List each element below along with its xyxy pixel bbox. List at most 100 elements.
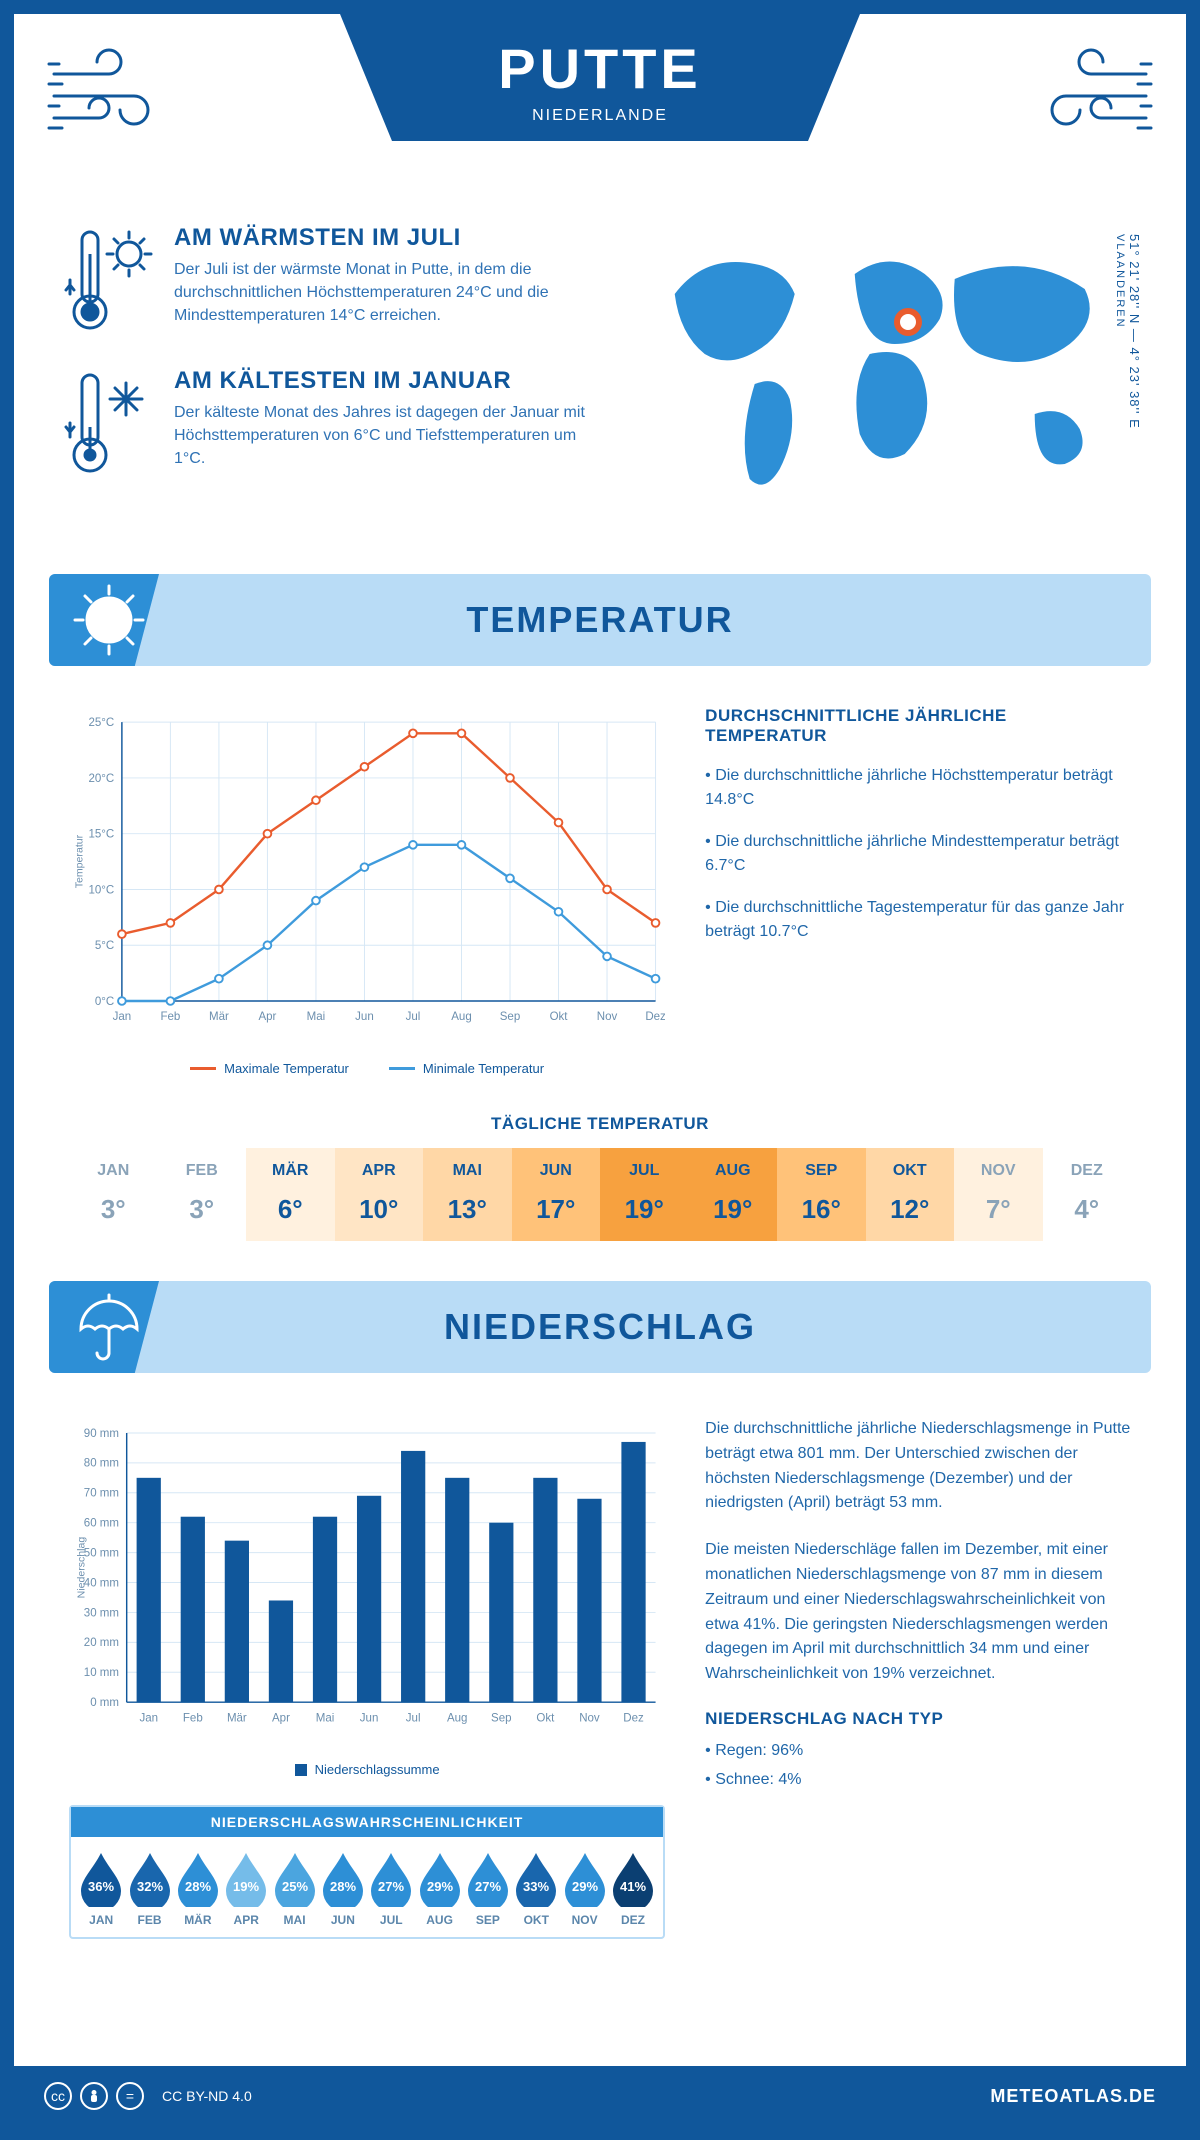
svg-text:Sep: Sep [491,1712,512,1724]
precip-prob-drop: 29%AUG [417,1851,461,1927]
daily-temp-cell: DEZ4° [1043,1148,1132,1241]
thermometer-sun-icon [64,224,154,339]
city-name: PUTTE [340,36,860,101]
svg-text:Nov: Nov [579,1712,600,1724]
svg-text:Apr: Apr [272,1712,290,1724]
svg-text:Temperatur: Temperatur [73,834,85,888]
svg-text:5°C: 5°C [95,940,114,952]
precip-probability-box: NIEDERSCHLAGSWAHRSCHEINLICHKEIT 36%JAN32… [69,1805,665,1939]
svg-text:Aug: Aug [451,1011,472,1023]
daily-temp-cell: JUN17° [512,1148,601,1241]
precip-prob-row: 36%JAN32%FEB28%MÄR19%APR25%MAI28%JUN27%J… [71,1837,663,1937]
fact-coldest: AM KÄLTESTEN IM JANUAR Der kälteste Mona… [64,367,593,482]
legend-min: Minimale Temperatur [423,1061,544,1076]
daily-temp-cell: NOV7° [954,1148,1043,1241]
daily-temp-cell: OKT12° [866,1148,955,1241]
svg-text:60 mm: 60 mm [84,1518,119,1530]
temperature-body: 0°C5°C10°C15°C20°C25°CJanFebMärAprMaiJun… [14,686,1186,1086]
svg-text:10 mm: 10 mm [84,1667,119,1679]
title-ribbon: PUTTE NIEDERLANDE [340,14,860,141]
svg-text:25%: 25% [282,1879,308,1894]
svg-text:28%: 28% [330,1879,356,1894]
svg-text:19%: 19% [233,1879,259,1894]
precip-prob-drop: 27%JUL [369,1851,413,1927]
svg-text:15°C: 15°C [88,829,114,841]
by-icon [80,2082,108,2110]
daily-temp-cell: SEP16° [777,1148,866,1241]
precip-type-bullet: • Schnee: 4% [705,1768,1131,1793]
fact-warm-title: AM WÄRMSTEN IM JULI [174,224,593,252]
umbrella-icon [71,1289,147,1370]
temp-summary-title: DURCHSCHNITTLICHE JÄHRLICHE TEMPERATUR [705,706,1131,746]
daily-temp-row: JAN3°FEB3°MÄR6°APR10°MAI13°JUN17°JUL19°A… [69,1148,1131,1241]
precip-prob-drop: 41%DEZ [611,1851,655,1927]
temp-bullet: • Die durchschnittliche Tagestemperatur … [705,896,1131,944]
svg-text:10°C: 10°C [88,884,114,896]
country-name: NIEDERLANDE [340,107,860,125]
svg-text:29%: 29% [427,1879,453,1894]
wind-icon [44,44,174,149]
svg-text:Jan: Jan [113,1011,132,1023]
precip-prob-drop: 28%MÄR [176,1851,220,1927]
fact-cold-title: AM KÄLTESTEN IM JANUAR [174,367,593,395]
svg-text:Sep: Sep [500,1011,521,1023]
svg-text:Jun: Jun [360,1712,379,1724]
precip-prob-drop: 36%JAN [79,1851,123,1927]
svg-text:50 mm: 50 mm [84,1547,119,1559]
precip-prob-drop: 25%MAI [272,1851,316,1927]
facts-column: AM WÄRMSTEN IM JULI Der Juli ist der wär… [64,224,593,524]
temp-bullet: • Die durchschnittliche jährliche Höchst… [705,764,1131,812]
daily-temp-cell: APR10° [335,1148,424,1241]
page-container: PUTTE NIEDERLANDE AM WÄRMSTEN IM JULI De… [0,0,1200,2140]
svg-text:32%: 32% [137,1879,163,1894]
svg-text:Dez: Dez [645,1011,665,1023]
precipitation-bar-chart: 0 mm10 mm20 mm30 mm40 mm50 mm60 mm70 mm8… [69,1417,665,1939]
footer: cc = CC BY-ND 4.0 METEOATLAS.DE [14,2066,1186,2126]
svg-text:20°C: 20°C [88,773,114,785]
precip-prob-drop: 29%NOV [562,1851,606,1927]
svg-text:Feb: Feb [183,1712,203,1724]
svg-text:70 mm: 70 mm [84,1488,119,1500]
legend-max: Maximale Temperatur [224,1061,349,1076]
temperature-summary: DURCHSCHNITTLICHE JÄHRLICHE TEMPERATUR •… [705,706,1131,1076]
svg-text:Okt: Okt [550,1011,569,1023]
cc-icon: cc [44,2082,72,2110]
svg-text:41%: 41% [620,1879,646,1894]
svg-text:Niederschlag: Niederschlag [75,1537,87,1599]
daily-temp-cell: JAN3° [69,1148,158,1241]
svg-text:40 mm: 40 mm [84,1577,119,1589]
daily-temp-cell: FEB3° [158,1148,247,1241]
svg-text:Jan: Jan [139,1712,158,1724]
svg-text:30 mm: 30 mm [84,1607,119,1619]
svg-text:Jul: Jul [406,1011,421,1023]
map-column: VLAANDEREN 51° 21' 28'' N — 4° 23' 38'' … [633,224,1136,524]
precip-type-bullet: • Regen: 96% [705,1739,1131,1764]
svg-text:28%: 28% [185,1879,211,1894]
svg-text:Dez: Dez [623,1712,644,1724]
license-text: CC BY-ND 4.0 [162,2088,252,2104]
svg-text:Feb: Feb [160,1011,180,1023]
svg-text:Jun: Jun [355,1011,374,1023]
header: PUTTE NIEDERLANDE [14,14,1186,214]
svg-text:Aug: Aug [447,1712,468,1724]
precip-prob-title: NIEDERSCHLAGSWAHRSCHEINLICHKEIT [71,1807,663,1837]
fact-cold-text: Der kälteste Monat des Jahres ist dagege… [174,401,593,471]
license-block: cc = CC BY-ND 4.0 [44,2082,252,2110]
daily-temp-title: TÄGLICHE TEMPERATUR [14,1114,1186,1134]
precipitation-summary: Die durchschnittliche jährliche Niedersc… [705,1417,1131,1939]
temperature-line-chart: 0°C5°C10°C15°C20°C25°CJanFebMärAprMaiJun… [69,706,665,1076]
svg-text:25°C: 25°C [88,717,114,729]
precip-legend: Niederschlagssumme [69,1762,665,1777]
sun-icon [71,582,147,663]
svg-text:Mai: Mai [307,1011,326,1023]
section-header-temperature: TEMPERATUR [49,574,1151,666]
daily-temp-cell: JUL19° [600,1148,689,1241]
precip-type-title: NIEDERSCHLAG NACH TYP [705,1709,1131,1729]
svg-text:Apr: Apr [258,1011,276,1023]
section-title-precipitation: NIEDERSCHLAG [444,1306,756,1348]
brand-name: METEOATLAS.DE [990,2086,1156,2107]
precip-prob-drop: 32%FEB [127,1851,171,1927]
precip-prob-drop: 27%SEP [466,1851,510,1927]
svg-text:29%: 29% [572,1879,598,1894]
svg-text:27%: 27% [378,1879,404,1894]
